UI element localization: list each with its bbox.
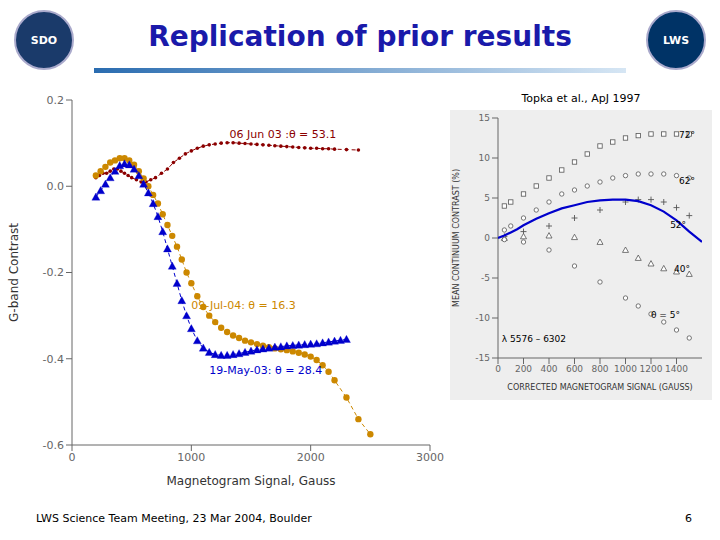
svg-text:10: 10 <box>479 153 491 163</box>
svg-text:09-Jul-04: θ = 16.3: 09-Jul-04: θ = 16.3 <box>191 299 295 312</box>
svg-text:40°: 40° <box>674 264 690 274</box>
html-text:Replication of prior results: Replication of prior results <box>148 20 572 53</box>
svg-text:15: 15 <box>479 113 490 123</box>
svg-text:5: 5 <box>484 193 490 203</box>
svg-text:CORRECTED MAGNETOGRAM SIGNAL (: CORRECTED MAGNETOGRAM SIGNAL (GAUSS) <box>507 383 692 392</box>
html-text:6: 6 <box>685 512 692 525</box>
svg-text:400: 400 <box>540 364 557 374</box>
svg-text:G-band Contrast: G-band Contrast <box>8 223 21 322</box>
svg-text:0: 0 <box>69 451 76 464</box>
html-text:LWS: LWS <box>662 33 690 47</box>
svg-text:72°: 72° <box>679 130 695 140</box>
svg-text:θ = 5°: θ = 5° <box>651 310 680 320</box>
svg-text:0.2: 0.2 <box>47 94 65 107</box>
svg-text:52°: 52° <box>670 220 686 230</box>
svg-text:0: 0 <box>495 364 501 374</box>
html-text:LWS Science Team Meeting, 23 M: LWS Science Team Meeting, 23 Mar 2004, B… <box>36 512 312 525</box>
svg-text:-15: -15 <box>475 353 490 363</box>
html-text:Topka et al., ApJ 1997: Topka et al., ApJ 1997 <box>521 92 641 105</box>
svg-text:2000: 2000 <box>297 451 325 464</box>
svg-text:19-May-03: θ = 28.4: 19-May-03: θ = 28.4 <box>209 364 322 377</box>
svg-text:-10: -10 <box>475 313 490 323</box>
svg-text:λ 5576 – 6302: λ 5576 – 6302 <box>502 334 566 344</box>
svg-text:600: 600 <box>566 364 583 374</box>
svg-text:3000: 3000 <box>416 451 444 464</box>
svg-text:1400: 1400 <box>665 364 688 374</box>
svg-text:1200: 1200 <box>640 364 663 374</box>
svg-text:800: 800 <box>591 364 608 374</box>
svg-text:-0.6: -0.6 <box>43 439 64 452</box>
svg-text:0.0: 0.0 <box>47 180 65 193</box>
html-text:SDO: SDO <box>30 33 58 47</box>
svg-text:62°: 62° <box>679 176 695 186</box>
svg-text:-0.4: -0.4 <box>43 353 64 366</box>
svg-text:1000: 1000 <box>177 451 205 464</box>
svg-text:Magnetogram Signal, Gauss: Magnetogram Signal, Gauss <box>166 474 335 488</box>
svg-text:1000: 1000 <box>614 364 637 374</box>
svg-text:06 Jun 03 :θ = 53.1: 06 Jun 03 :θ = 53.1 <box>230 128 337 141</box>
svg-text:-0.2: -0.2 <box>43 266 64 279</box>
svg-text:-5: -5 <box>481 273 490 283</box>
svg-text:0: 0 <box>484 233 490 243</box>
svg-text:MEAN CONTINUUM CONTRAST (%): MEAN CONTINUUM CONTRAST (%) <box>452 169 461 307</box>
svg-text:200: 200 <box>515 364 532 374</box>
